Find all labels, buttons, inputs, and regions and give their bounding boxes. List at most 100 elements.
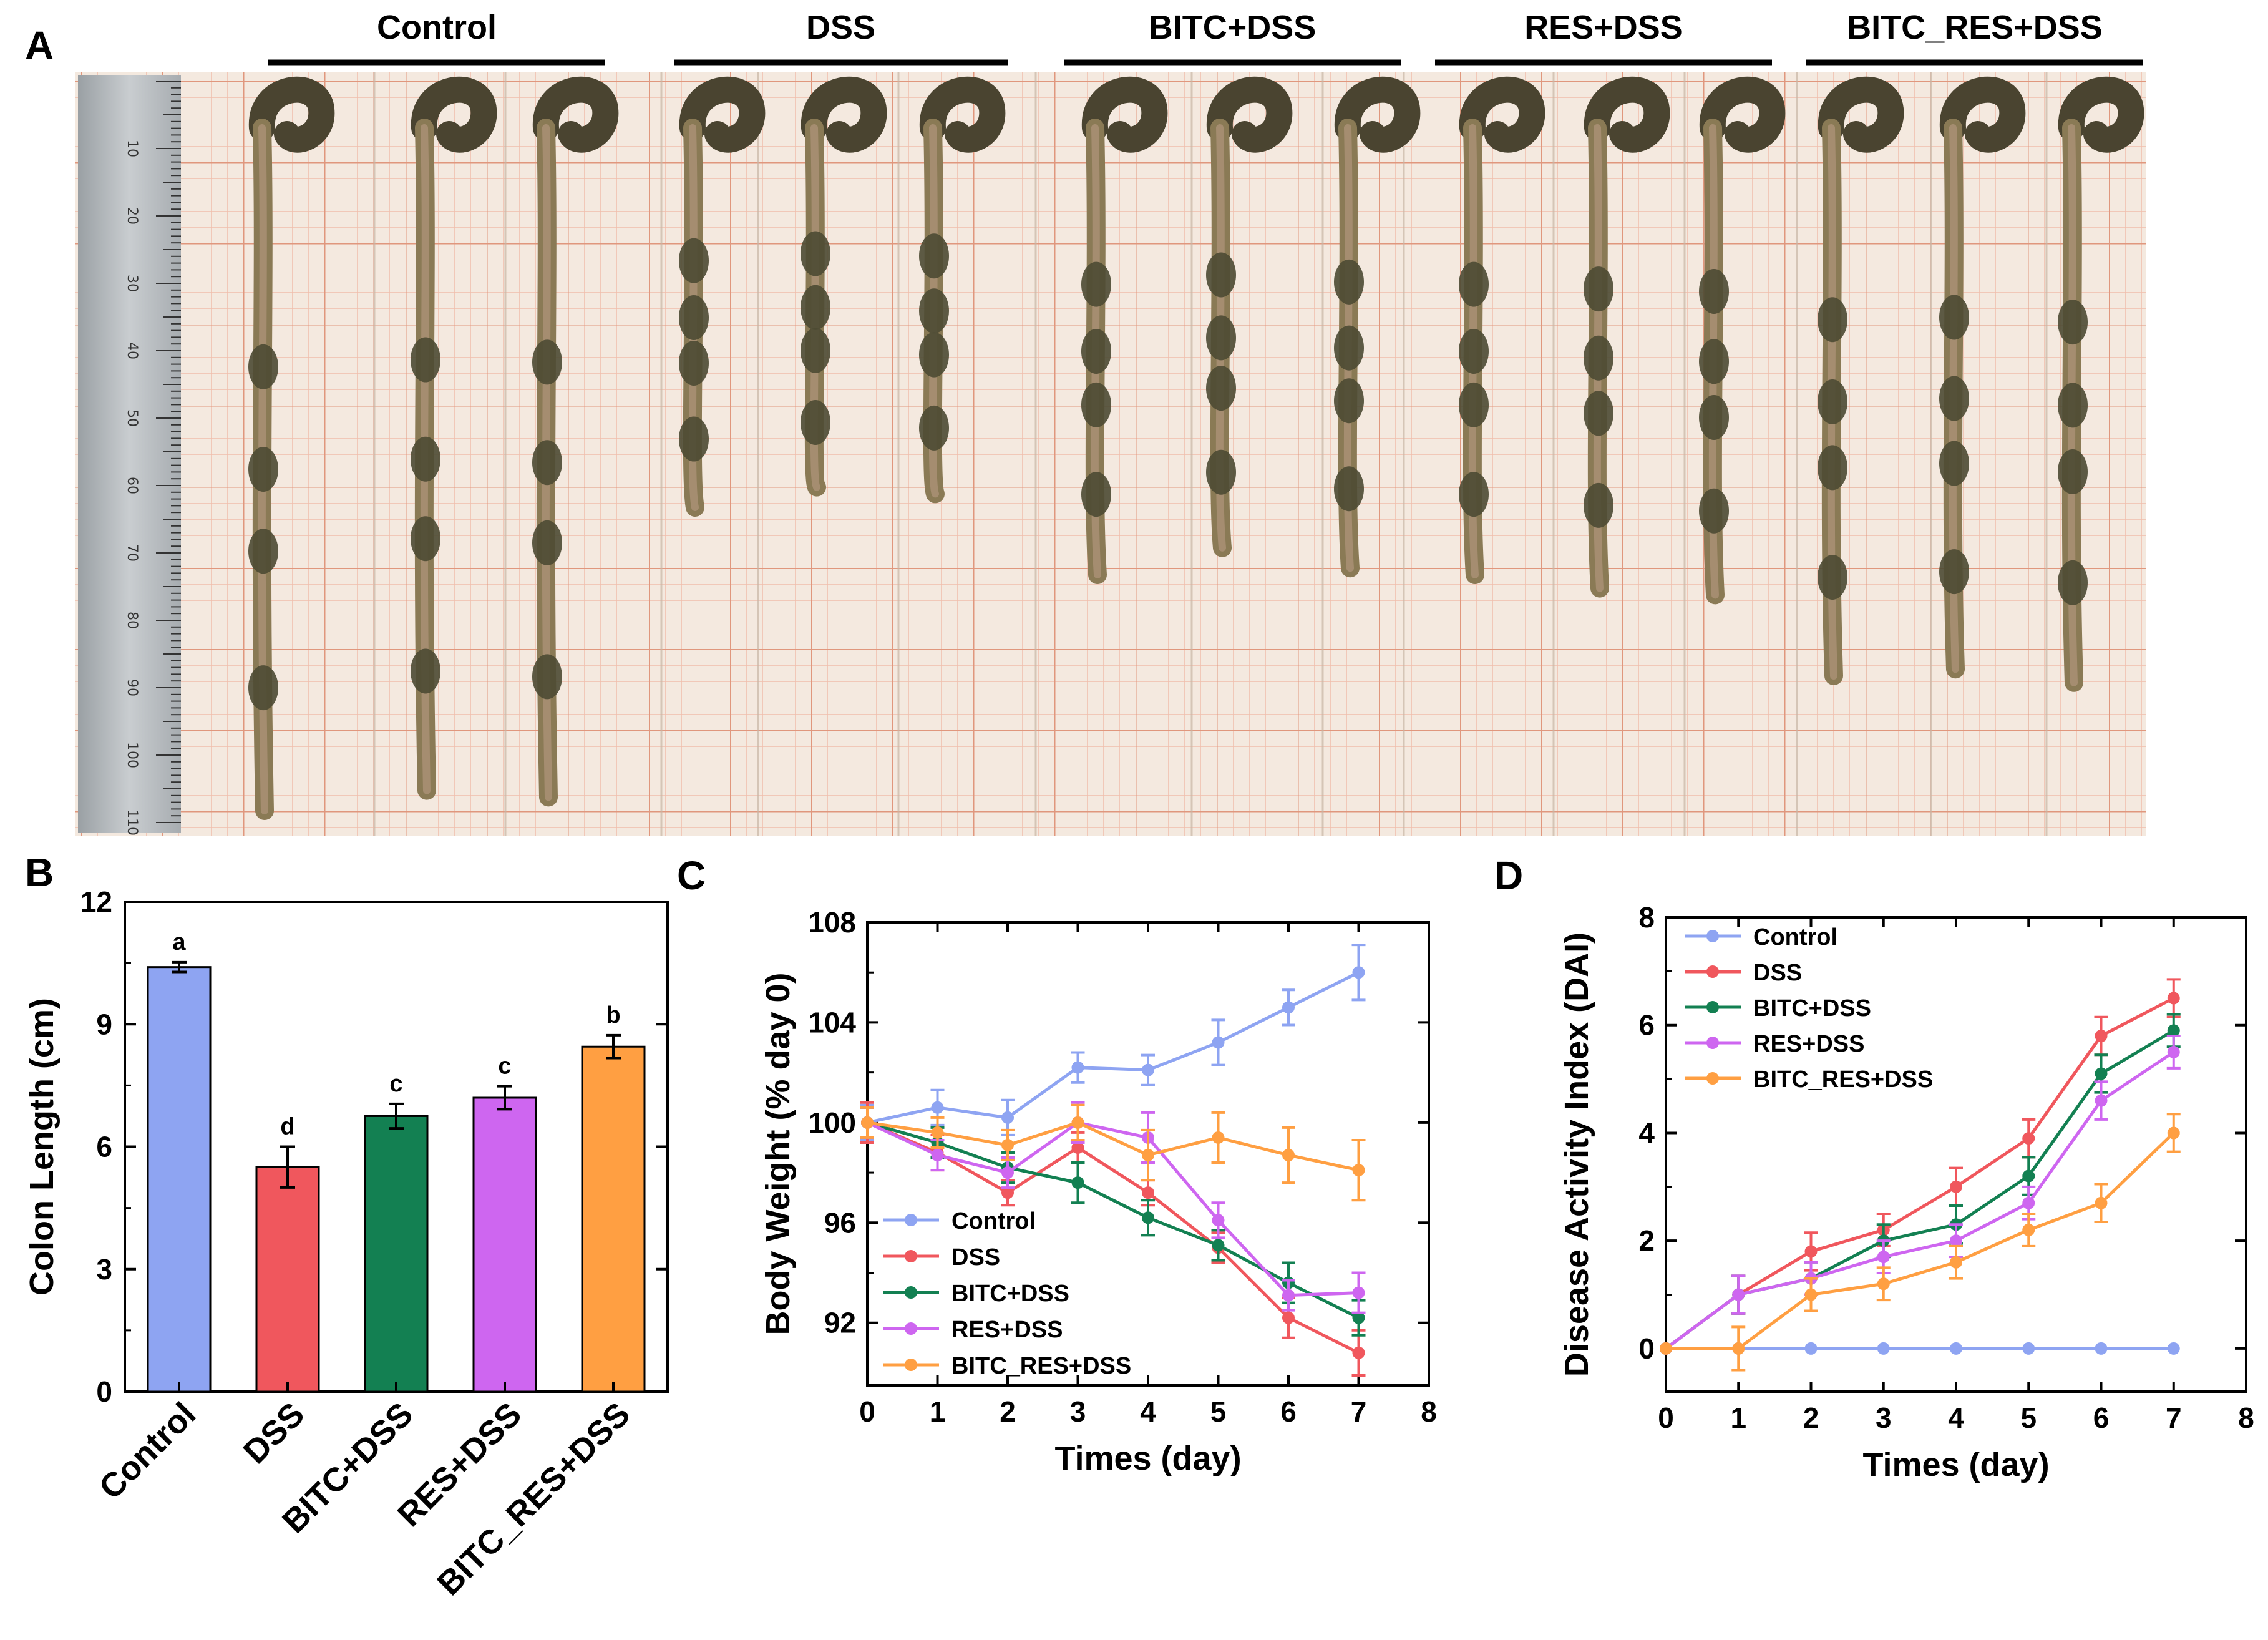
data-point [1001, 1138, 1014, 1151]
data-point [1001, 1186, 1014, 1199]
series-line [867, 1121, 1360, 1172]
colon-specimen [1818, 76, 1904, 685]
y-tick-label: 0 [1638, 1332, 1655, 1365]
colon-specimen [1459, 76, 1545, 584]
group-header-3: RES+DSS [1524, 9, 1683, 46]
y-tick-label: 0 [96, 1375, 112, 1408]
bar-DSS [255, 1166, 320, 1393]
ruler-number: 90 [124, 679, 140, 696]
ruler-number: 50 [124, 409, 140, 427]
legend-swatch-marker [905, 1286, 917, 1299]
x-tick-label: 0 [859, 1395, 875, 1428]
x-tick-label: 1 [1730, 1402, 1746, 1434]
series-line [1665, 1050, 2175, 1350]
legend-swatch-marker [1706, 930, 1719, 942]
x-tick-label: 4 [1140, 1395, 1156, 1428]
legend-label: BITC_RES+DSS [1753, 1066, 1933, 1093]
legend-label: DSS [951, 1244, 1000, 1271]
y-axis-title: Colon Length (cm) [23, 998, 61, 1296]
y-tick-label: 96 [824, 1206, 856, 1239]
legend-label: RES+DSS [951, 1317, 1063, 1343]
photo-dividers [373, 72, 2048, 836]
y-tick-label: 92 [824, 1307, 856, 1339]
colon-specimen [1334, 76, 1421, 578]
series-BITC_RES+DSS [1660, 1113, 2181, 1372]
ruler-number: 60 [124, 477, 140, 494]
data-point [2022, 1196, 2035, 1209]
data-point [2095, 1094, 2108, 1107]
data-point [1282, 1001, 1295, 1014]
line-chart-dai: 0 1 2 3 4 5 6 7 8 0 2 4 6 8 Times (day) Disease Activit… [1558, 901, 2254, 1483]
panel-b: B 0 3 6 9 12 Colon Length (cm) a Control d DSS c BI… [23, 850, 669, 1603]
colon-specimen [1584, 76, 1670, 598]
panel-d-label: D [1494, 853, 1523, 898]
x-tick-label: 7 [1351, 1395, 1367, 1428]
x-axis-title: Times (day) [1054, 1440, 1241, 1477]
data-point [1001, 1166, 1014, 1179]
legend-swatch-marker [1706, 965, 1719, 978]
x-tick-label: 5 [2020, 1402, 2037, 1434]
series-RES+DSS [1660, 1035, 2181, 1355]
data-point [931, 1101, 944, 1114]
data-point [1071, 1176, 1084, 1189]
colon-specimen [1206, 76, 1293, 557]
data-point [1071, 1061, 1084, 1074]
data-point [861, 1116, 874, 1129]
x-tick-label: 6 [2093, 1402, 2110, 1434]
y-axis-title: Disease Activity Index (DAI) [1558, 932, 1595, 1377]
legend: Control DSS BITC+DSS RES+DSS BITC_RES+DSS [1685, 924, 1933, 1093]
series-line [867, 1121, 1360, 1319]
data-point [1352, 966, 1365, 979]
x-tick-label: 7 [2166, 1402, 2182, 1434]
data-point [1660, 1342, 1672, 1355]
x-tick-label: 2 [1803, 1402, 1819, 1434]
data-point [1352, 1286, 1365, 1299]
x-category-label: Control [92, 1395, 203, 1506]
group-headers: Control DSS BITC+DSS RES+DSS BITC_RES+DSS [268, 9, 2143, 66]
x-tick-label: 6 [1280, 1395, 1297, 1428]
y-tick-label: 100 [808, 1106, 856, 1139]
panel-b-label: B [25, 850, 54, 895]
data-point [2167, 1126, 2180, 1140]
data-point [1804, 1288, 1818, 1301]
data-point [1001, 1111, 1014, 1124]
group-header-1: DSS [806, 9, 875, 46]
legend-swatch-marker [905, 1214, 917, 1226]
data-point [1950, 1234, 1962, 1247]
x-tick-label: 8 [1421, 1395, 1437, 1428]
data-point [1950, 1342, 1962, 1355]
y-tick-label: 8 [1638, 901, 1655, 934]
data-point [1352, 1346, 1365, 1359]
y-tick-label: 3 [96, 1253, 112, 1286]
x-tick-label: 5 [1210, 1395, 1227, 1428]
x-category-label: DSS [236, 1395, 312, 1471]
colon-specimen [248, 76, 335, 820]
data-point [1950, 1256, 1962, 1269]
data-point [1142, 1186, 1154, 1199]
group-header-4: BITC_RES+DSS [1847, 9, 2103, 46]
ruler-marks: 10 20 30 40 50 60 70 80 90 100 110 [124, 81, 181, 836]
colon-specimen [1939, 76, 2026, 679]
series-Control [860, 944, 1366, 1141]
y-tick-label: 6 [96, 1131, 112, 1163]
data-point [1212, 1036, 1225, 1049]
data-point [1282, 1289, 1295, 1302]
y-tick-label: 6 [1638, 1009, 1655, 1042]
data-point [2095, 1030, 2108, 1042]
bar-RES+DSS [472, 1096, 537, 1393]
data-point [1804, 1245, 1818, 1258]
data-point [1877, 1342, 1890, 1355]
colon-specimen [411, 76, 497, 800]
ruler-number: 20 [124, 207, 140, 225]
x-tick-label: 3 [1070, 1395, 1086, 1428]
data-point [2022, 1169, 2035, 1183]
legend-label: Control [951, 1208, 1036, 1234]
legend-swatch-marker [905, 1250, 917, 1262]
data-point [1071, 1141, 1084, 1154]
line-chart-body-weight: 0 1 2 3 4 5 6 7 8 92 96 100 104 108 Times (day) Body We… [759, 906, 1437, 1477]
x-tick-label: 0 [1658, 1402, 1674, 1434]
data-point [2022, 1342, 2035, 1355]
ruler-number: 70 [124, 544, 140, 562]
data-point [1877, 1251, 1890, 1264]
